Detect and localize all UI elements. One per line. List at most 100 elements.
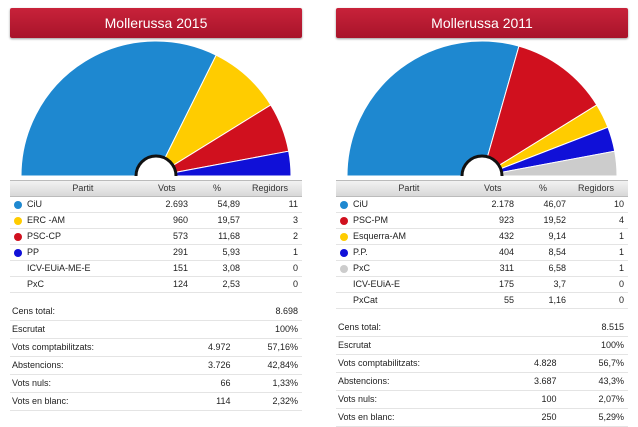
party-name: PxC bbox=[353, 263, 371, 273]
results-table-2011: Partit Vots % Regidors CiU 2.178 46,07 10 PS… bbox=[336, 180, 628, 309]
header-vots: Vots bbox=[158, 183, 176, 193]
party-pct: 11,68 bbox=[218, 231, 240, 241]
party-seats: 10 bbox=[613, 199, 624, 209]
party-name: PP bbox=[27, 247, 40, 257]
table-row: ICV-EUiA-E 175 3,7 0 bbox=[336, 277, 628, 293]
party-seats: 11 bbox=[288, 199, 298, 209]
legend-swatch bbox=[14, 248, 22, 257]
panel-2015: Mollerussa 2015 Partit Vots % Regidors C… bbox=[10, 8, 302, 411]
party-name: ICV-EUiA-E bbox=[353, 279, 401, 289]
party-seats: 1 bbox=[618, 247, 624, 257]
party-votes: 311 bbox=[499, 263, 514, 273]
table-row: PSC-PM 923 19,52 4 bbox=[336, 213, 628, 229]
legend-swatch bbox=[340, 216, 348, 225]
table-row: PxCat 55 1,16 0 bbox=[336, 293, 628, 309]
party-seats: 1 bbox=[618, 231, 624, 241]
table-row: CiU 2.178 46,07 10 bbox=[336, 197, 628, 213]
summary-cens: Cens total: 8.698 bbox=[10, 303, 302, 321]
party-pct: 6,58 bbox=[548, 263, 566, 273]
party-name: ICV-EUiA-ME-E bbox=[27, 263, 91, 273]
summary-nuls: Vots nuls: 66 1,33% bbox=[10, 375, 302, 393]
table-row: PSC-CP 573 11,68 2 bbox=[10, 229, 302, 245]
party-votes: 404 bbox=[498, 247, 514, 257]
summary-blanc: Vots en blanc: 114 2,32% bbox=[10, 393, 302, 411]
party-name: PSC-PM bbox=[353, 215, 389, 225]
legend-swatch bbox=[14, 200, 22, 209]
legend-swatch bbox=[14, 265, 22, 273]
table-row: ICV-EUiA-ME-E 151 3,08 0 bbox=[10, 261, 302, 277]
party-pct: 2,53 bbox=[222, 279, 240, 289]
hemicycle-chart-2015 bbox=[20, 40, 292, 177]
summary-escrutat: Escrutat 100% bbox=[336, 337, 628, 355]
table-row: ERC -AM 960 19,57 3 bbox=[10, 213, 302, 229]
party-votes: 175 bbox=[498, 279, 514, 289]
party-pct: 5,93 bbox=[222, 247, 240, 257]
party-pct: 19,52 bbox=[543, 215, 566, 225]
legend-swatch bbox=[340, 297, 348, 305]
legend-swatch bbox=[14, 281, 22, 289]
party-votes: 2.178 bbox=[491, 199, 514, 209]
party-seats: 0 bbox=[618, 279, 624, 289]
table-header: Partit Vots % Regidors bbox=[336, 180, 628, 197]
header-pct: % bbox=[212, 183, 221, 193]
party-seats: 3 bbox=[292, 215, 298, 225]
party-seats: 4 bbox=[618, 215, 624, 225]
table-row: P.P. 404 8,54 1 bbox=[336, 245, 628, 261]
summary-cens: Cens total: 8.515 bbox=[336, 319, 628, 337]
party-seats: 0 bbox=[292, 279, 298, 289]
party-pct: 1,16 bbox=[548, 295, 566, 305]
party-name: PSC-CP bbox=[27, 231, 62, 241]
chart-title: Mollerussa 2015 bbox=[10, 8, 302, 38]
table-header: Partit Vots % Regidors bbox=[10, 180, 302, 197]
table-row: Esquerra-AM 432 9,14 1 bbox=[336, 229, 628, 245]
party-name: PxC bbox=[27, 279, 45, 289]
hemicycle-center-ring bbox=[134, 154, 178, 177]
chart-title: Mollerussa 2011 bbox=[336, 8, 628, 38]
party-votes: 124 bbox=[172, 279, 188, 289]
summary-2015: Cens total: 8.698 Escrutat 100% Vots com… bbox=[10, 303, 302, 411]
party-pct: 19,57 bbox=[217, 215, 240, 225]
table-row: PxC 311 6,58 1 bbox=[336, 261, 628, 277]
table-row: PP 291 5,93 1 bbox=[10, 245, 302, 261]
results-table-2015: Partit Vots % Regidors CiU 2.693 54,89 11 ER… bbox=[10, 180, 302, 293]
header-partit: Partit bbox=[72, 183, 94, 193]
summary-comptabilitzats: Vots comptabilitzats: 4.828 56,7% bbox=[336, 355, 628, 373]
party-pct: 8,54 bbox=[548, 247, 566, 257]
party-votes: 2.693 bbox=[165, 199, 188, 209]
party-votes: 432 bbox=[498, 231, 514, 241]
party-name: Esquerra-AM bbox=[353, 231, 407, 241]
legend-swatch bbox=[340, 264, 348, 273]
header-pct: % bbox=[538, 183, 547, 193]
party-pct: 9,14 bbox=[548, 231, 566, 241]
party-seats: 2 bbox=[292, 231, 298, 241]
party-name: ERC -AM bbox=[27, 215, 65, 225]
table-row: CiU 2.693 54,89 11 bbox=[10, 197, 302, 213]
party-seats: 1 bbox=[618, 263, 624, 273]
legend-swatch bbox=[14, 232, 22, 241]
header-vots: Vots bbox=[484, 183, 502, 193]
party-seats: 0 bbox=[292, 263, 298, 273]
party-votes: 151 bbox=[172, 263, 188, 273]
panel-2011: Mollerussa 2011 Partit Vots % Regidors C… bbox=[336, 8, 628, 427]
legend-swatch bbox=[14, 216, 22, 225]
summary-blanc: Vots en blanc: 250 5,29% bbox=[336, 409, 628, 427]
header-regidors: Regidors bbox=[578, 183, 615, 193]
party-rows: CiU 2.693 54,89 11 ERC -AM 960 19,57 3 PSC-CP 573… bbox=[10, 197, 302, 293]
legend-swatch bbox=[340, 248, 348, 257]
summary-2011: Cens total: 8.515 Escrutat 100% Vots com… bbox=[336, 319, 628, 427]
party-votes: 291 bbox=[172, 247, 188, 257]
party-pct: 46,07 bbox=[543, 199, 566, 209]
party-name: CiU bbox=[353, 199, 368, 209]
party-name: P.P. bbox=[353, 247, 368, 257]
party-votes: 573 bbox=[172, 231, 188, 241]
summary-abstencions: Abstencions: 3.687 43,3% bbox=[336, 373, 628, 391]
party-pct: 3,7 bbox=[553, 279, 566, 289]
party-votes: 923 bbox=[498, 215, 514, 225]
hemicycle-chart-2011 bbox=[346, 40, 618, 177]
summary-abstencions: Abstencions: 3.726 42,84% bbox=[10, 357, 302, 375]
legend-swatch bbox=[340, 232, 348, 241]
summary-nuls: Vots nuls: 100 2,07% bbox=[336, 391, 628, 409]
legend-swatch bbox=[340, 200, 348, 209]
hemicycle-center-ring bbox=[460, 154, 504, 177]
party-name: CiU bbox=[27, 199, 42, 209]
